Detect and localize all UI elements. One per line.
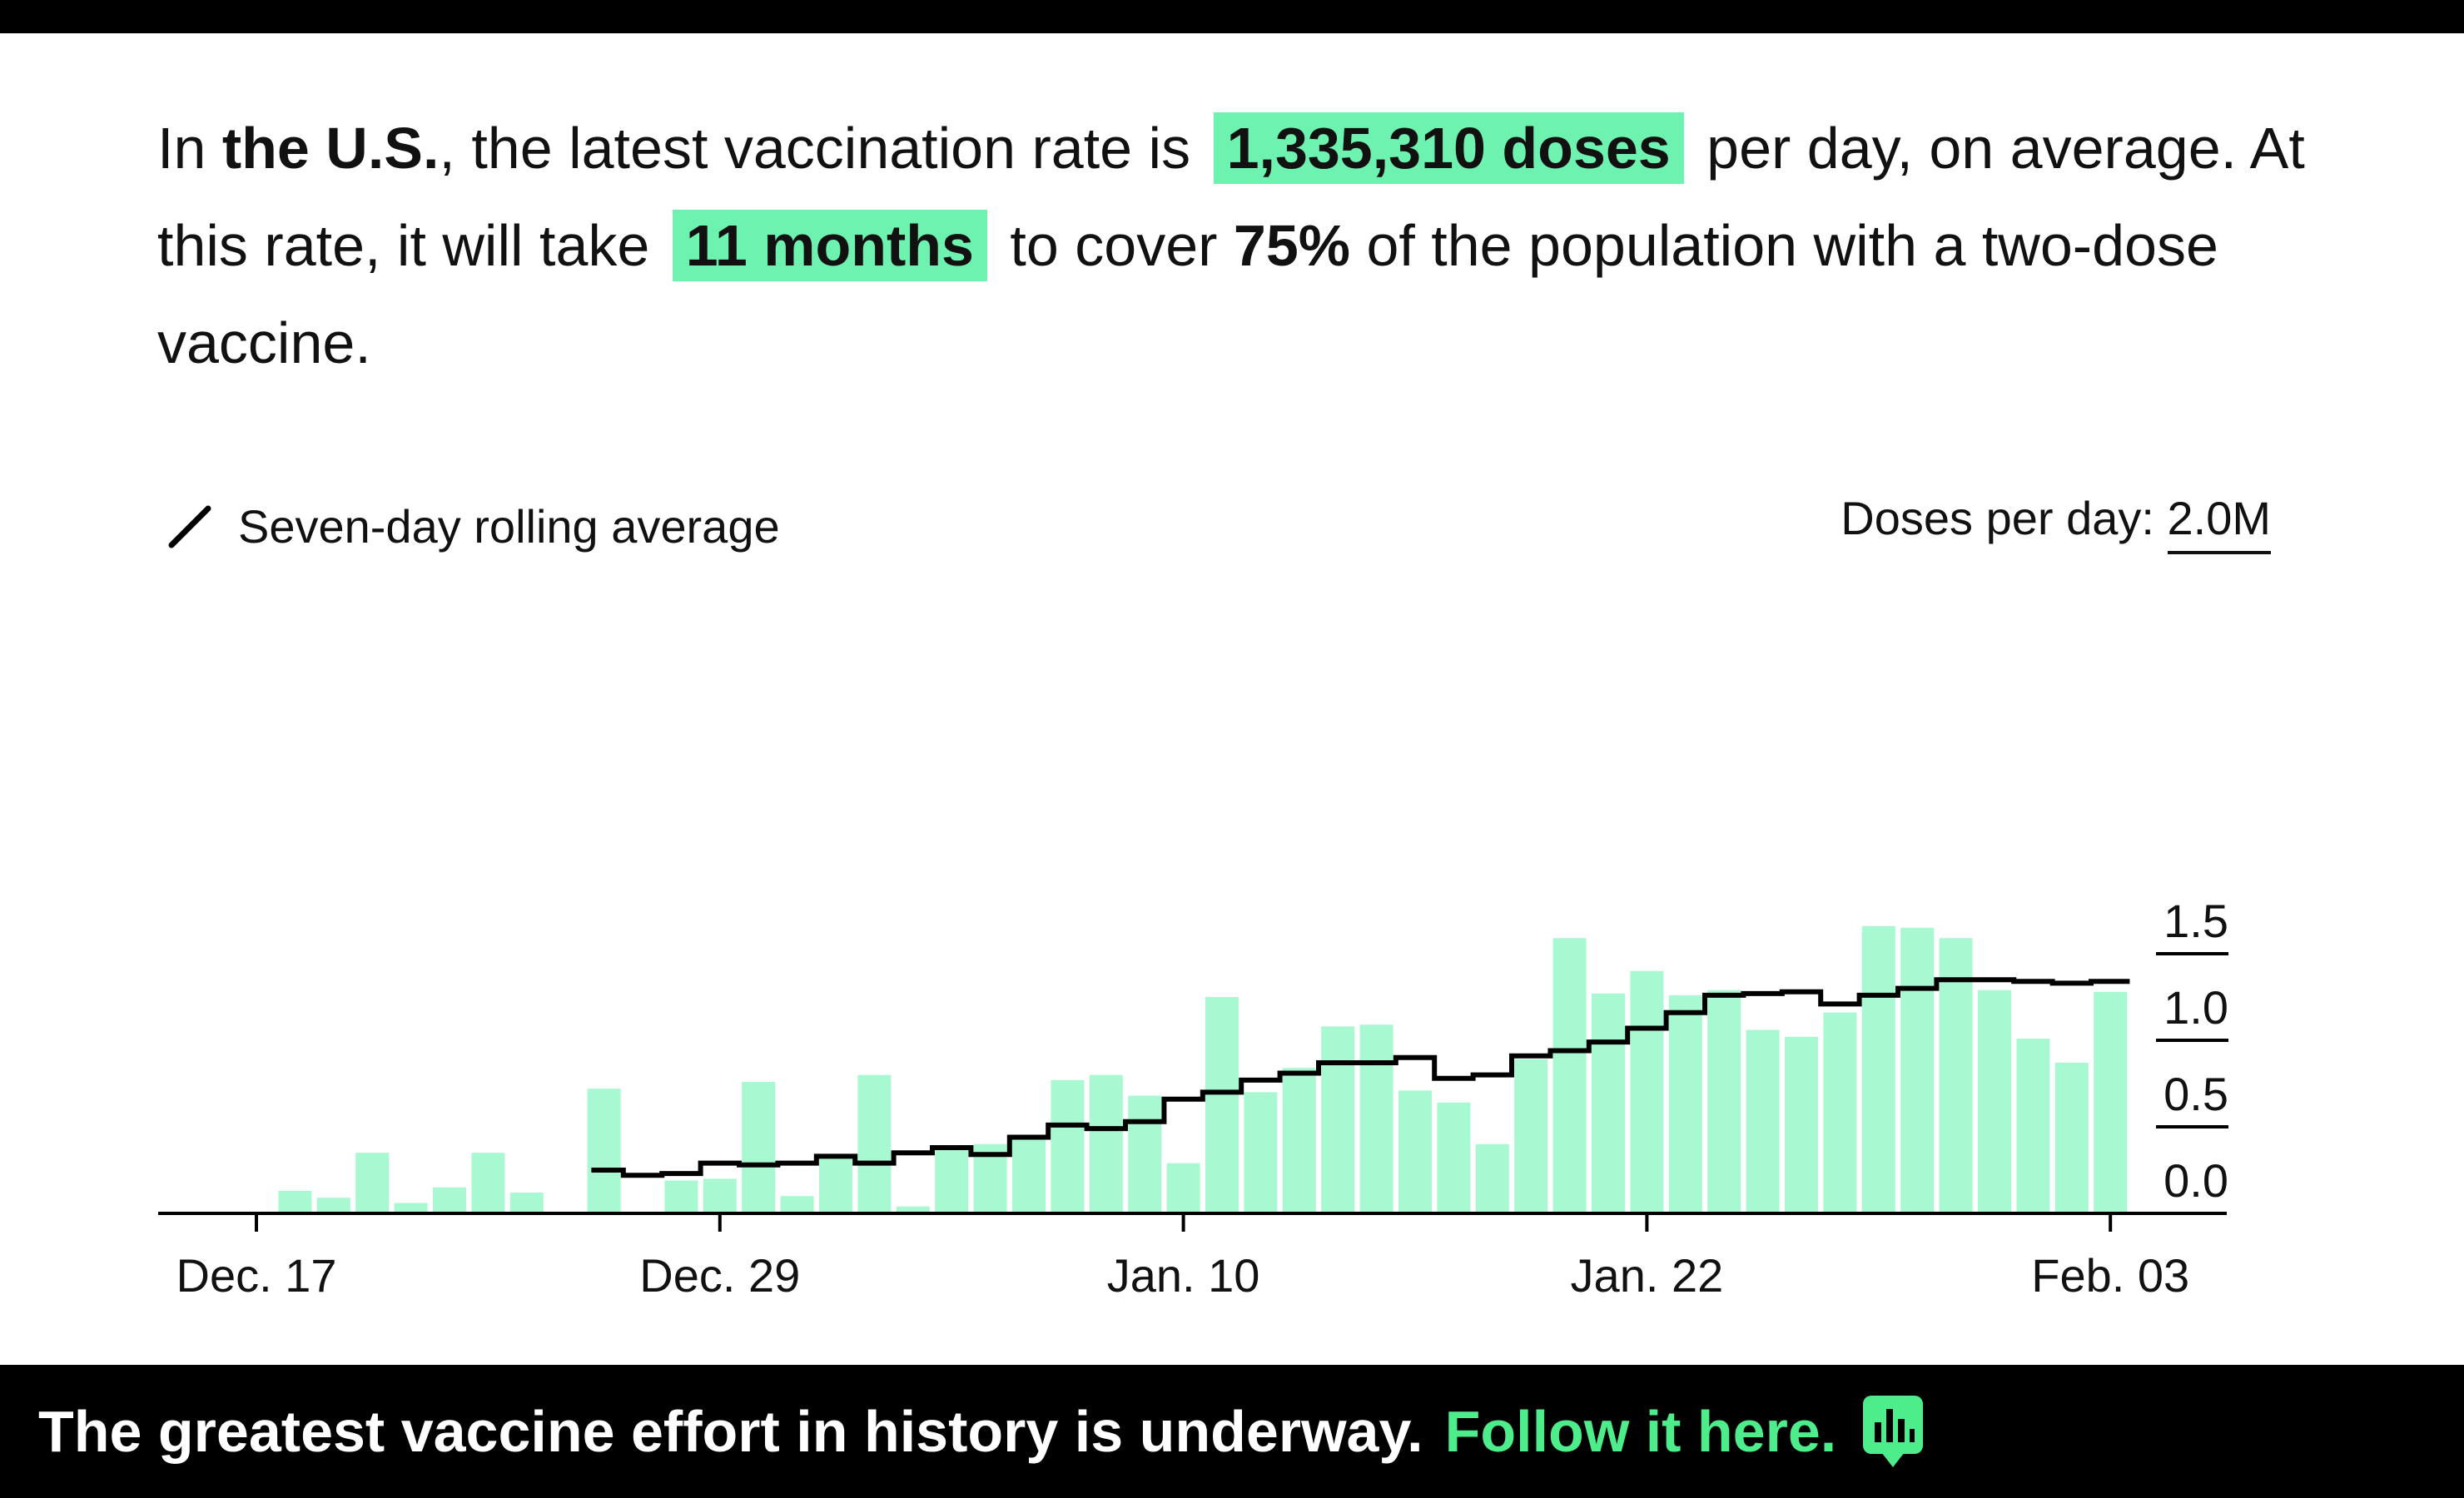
footer-banner: The greatest vaccine effort in history i… — [0, 1365, 2464, 1498]
x-tick-label: Jan. 10 — [1107, 1249, 1260, 1302]
bar — [394, 1203, 428, 1213]
headline-text: to cover — [993, 213, 1234, 278]
content-panel: In the U.S., the latest vaccination rate… — [0, 33, 2464, 1365]
bar-chart-chat-icon[interactable] — [1861, 1394, 1925, 1469]
duration-highlight: 11 months — [672, 210, 987, 281]
bar — [1012, 1137, 1046, 1213]
percent-value: 75% — [1233, 213, 1350, 278]
y-tick-label: 0.5 — [2163, 1068, 2228, 1120]
bar — [433, 1187, 466, 1213]
bar — [1128, 1095, 1162, 1213]
bar — [664, 1180, 698, 1213]
bar — [896, 1206, 930, 1213]
bar — [587, 1089, 621, 1213]
x-tick-label: Dec. 17 — [176, 1249, 337, 1302]
x-tick-label: Dec. 29 — [639, 1249, 800, 1302]
bar — [278, 1190, 312, 1213]
bar — [1707, 990, 1741, 1213]
footer-text: The greatest vaccine effort in history i… — [38, 1399, 1423, 1464]
bar — [742, 1081, 776, 1213]
bar — [471, 1153, 505, 1213]
bar — [935, 1147, 969, 1213]
bar — [2016, 1038, 2050, 1213]
bar — [1939, 938, 1973, 1213]
headline-text: , the latest vaccination rate is — [439, 116, 1207, 181]
line-legend-icon — [168, 505, 211, 548]
bar — [1900, 927, 1935, 1213]
bar — [1514, 1059, 1548, 1213]
legend-label: Seven-day rolling average — [238, 500, 780, 553]
headline-text: per day, on average. At this rate, it wi… — [157, 116, 2305, 278]
bar — [1668, 995, 1702, 1213]
bar — [1823, 1012, 1857, 1213]
bar — [1630, 970, 1664, 1213]
units-prefix: Doses per day: — [1841, 492, 2168, 544]
bar — [1552, 938, 1587, 1213]
bar — [1051, 1079, 1085, 1213]
bar — [1166, 1163, 1200, 1213]
bar — [1205, 997, 1239, 1213]
headline-text: of the population with a two-dose vaccin… — [157, 213, 2218, 375]
bar — [2054, 1063, 2089, 1213]
bar — [780, 1196, 814, 1213]
bar — [1437, 1102, 1471, 1213]
headline-region: the U.S. — [221, 116, 440, 181]
y-tick-label: 0.0 — [2163, 1154, 2228, 1207]
bar — [316, 1198, 350, 1213]
vaccination-chart: Dec. 17 Dec. 29 Jan. 10 Jan. 22 Feb. 03 0.0 0.… — [158, 895, 2228, 1302]
bar — [1398, 1090, 1432, 1213]
bar — [1282, 1068, 1316, 1213]
headline: In the U.S., the latest vaccination rate… — [157, 100, 2363, 392]
bar — [1592, 993, 1625, 1213]
units-label: Doses per day: 2.0M — [1841, 491, 2271, 554]
bar — [703, 1178, 737, 1213]
chart-legend: Seven-day rolling average — [166, 499, 780, 553]
rate-highlight: 1,335,310 doses — [1213, 112, 1684, 184]
bar — [355, 1153, 390, 1213]
bar — [857, 1074, 892, 1213]
bar — [1089, 1074, 1123, 1213]
bar — [1244, 1092, 1278, 1213]
bar — [1746, 1029, 1780, 1213]
bar — [1861, 925, 1895, 1213]
headline-text: In — [157, 116, 222, 181]
y-tick-label: 1.5 — [2163, 895, 2228, 947]
bar — [1359, 1024, 1393, 1213]
units-value: 2.0M — [2167, 492, 2271, 554]
rolling-average-line — [591, 977, 2130, 1178]
bar — [1785, 1036, 1818, 1213]
y-tick-label: 1.0 — [2163, 981, 2228, 1034]
x-tick-label: Jan. 22 — [1571, 1249, 1724, 1302]
bar — [509, 1193, 544, 1213]
bar — [1321, 1026, 1355, 1213]
bar — [1475, 1143, 1509, 1213]
bar — [1978, 990, 2011, 1213]
bar — [819, 1158, 852, 1213]
bar — [2094, 991, 2128, 1213]
x-tick-label: Feb. 03 — [2031, 1249, 2189, 1302]
follow-link[interactable]: Follow it here. — [1444, 1399, 1837, 1464]
